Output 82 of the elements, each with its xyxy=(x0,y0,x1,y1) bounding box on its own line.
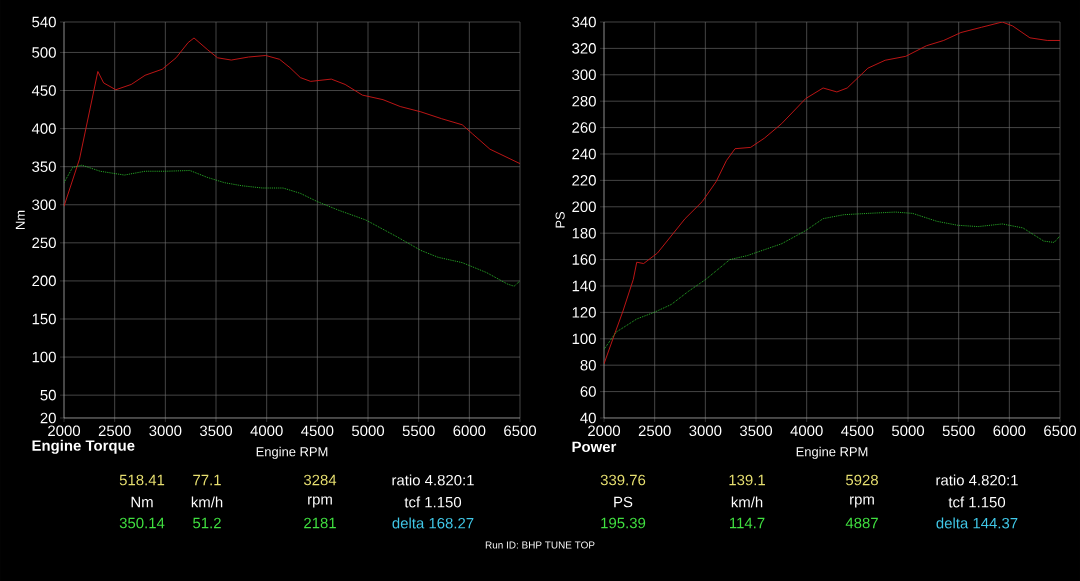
text: Power xyxy=(572,441,617,453)
y-tick-label: 400 xyxy=(31,123,56,134)
y-tick-label: 60 xyxy=(580,386,596,397)
y-tick-label: 300 xyxy=(572,69,596,81)
y-tick-label: 140 xyxy=(572,280,596,292)
text: 3284 xyxy=(303,474,337,486)
text: rpm xyxy=(308,496,332,508)
text: 350.14 xyxy=(119,517,165,529)
text: 5928 xyxy=(845,474,878,486)
text: tcf 1.150 xyxy=(948,496,1006,508)
text: km/h xyxy=(191,496,223,508)
y-tick-label: 240 xyxy=(572,148,596,160)
text: Engine Torque xyxy=(32,439,135,454)
y-tick-label: 180 xyxy=(572,227,596,239)
y-tick-label: 350 xyxy=(32,161,56,172)
x-tick-label: 2000 xyxy=(48,425,81,437)
y-tick-label: 340 xyxy=(572,16,596,28)
text: km/h xyxy=(731,496,763,508)
y-tick-label: 450 xyxy=(31,85,56,96)
x-tick-label: 3000 xyxy=(149,425,182,437)
x-tick-label: 5500 xyxy=(402,425,435,437)
line-series xyxy=(64,37,521,207)
y-axis-title: Nm xyxy=(15,210,25,229)
line-series xyxy=(604,211,1061,350)
text: delta 144.37 xyxy=(936,517,1018,529)
y-tick-label: 200 xyxy=(572,201,596,213)
text: 4887 xyxy=(845,517,878,529)
text: 195.39 xyxy=(601,517,646,529)
y-tick-label: 100 xyxy=(32,351,56,363)
y-tick-label: 220 xyxy=(572,175,596,186)
x-tick-label: 3500 xyxy=(199,425,233,437)
x-tick-label: 2500 xyxy=(98,425,131,437)
x-tick-label: 3500 xyxy=(739,425,773,437)
x-tick-label: 6000 xyxy=(993,425,1026,437)
text: tcf 1.150 xyxy=(404,496,462,508)
x-tick-label: 2000 xyxy=(588,425,621,437)
y-tick-label: 50 xyxy=(40,389,56,401)
text: delta 168.27 xyxy=(392,517,474,529)
text: 139.1 xyxy=(729,474,765,486)
y-tick-label: 320 xyxy=(572,43,596,54)
y-tick-label: 280 xyxy=(572,95,596,107)
y-tick-label: 200 xyxy=(32,275,56,287)
y-tick-label: 260 xyxy=(572,122,596,133)
y-tick-label: 120 xyxy=(572,307,596,318)
x-tick-label: 5000 xyxy=(891,425,925,437)
x-tick-label: 4000 xyxy=(790,425,823,437)
x-tick-label: 3000 xyxy=(689,425,722,437)
y-tick-label: 500 xyxy=(32,47,56,58)
text: rpm xyxy=(850,496,874,508)
y-tick-label: 100 xyxy=(572,333,596,345)
text: 77.1 xyxy=(193,474,221,486)
text: Run ID: BHP TUNE TOP xyxy=(485,541,595,549)
x-tick-label: 2500 xyxy=(638,425,671,437)
text: 2181 xyxy=(304,517,336,529)
text: ratio 4.820:1 xyxy=(392,474,474,486)
y-tick-label: 250 xyxy=(32,237,56,249)
x-tick-label: 5500 xyxy=(942,425,975,437)
x-tick-label: 4500 xyxy=(301,425,334,437)
line-series xyxy=(64,164,521,287)
x-tick-label: 6500 xyxy=(1044,425,1077,437)
text: PS xyxy=(614,496,633,508)
y-axis-title: PS xyxy=(555,211,565,228)
x-tick-label: 6500 xyxy=(504,425,537,437)
x-axis-title: Engine RPM xyxy=(256,446,328,459)
y-tick-label: 160 xyxy=(572,254,596,265)
x-axis-title: Engine RPM xyxy=(796,446,868,459)
x-tick-label: 4000 xyxy=(250,425,283,437)
text: Nm xyxy=(131,496,153,508)
text: 114.7 xyxy=(730,517,765,529)
x-tick-label: 5000 xyxy=(351,425,385,437)
y-tick-label: 540 xyxy=(32,16,56,28)
y-tick-label: 300 xyxy=(32,199,56,211)
y-tick-label: 150 xyxy=(32,313,56,325)
y-tick-label: 40 xyxy=(580,412,596,424)
x-tick-label: 4500 xyxy=(841,425,874,437)
x-tick-label: 6000 xyxy=(453,425,486,437)
y-tick-label: 20 xyxy=(40,412,56,424)
text: 339.76 xyxy=(600,474,646,486)
text: ratio 4.820:1 xyxy=(936,474,1018,486)
y-tick-label: 80 xyxy=(580,359,596,371)
text: 518.41 xyxy=(119,474,165,486)
text: 51.2 xyxy=(193,517,221,529)
